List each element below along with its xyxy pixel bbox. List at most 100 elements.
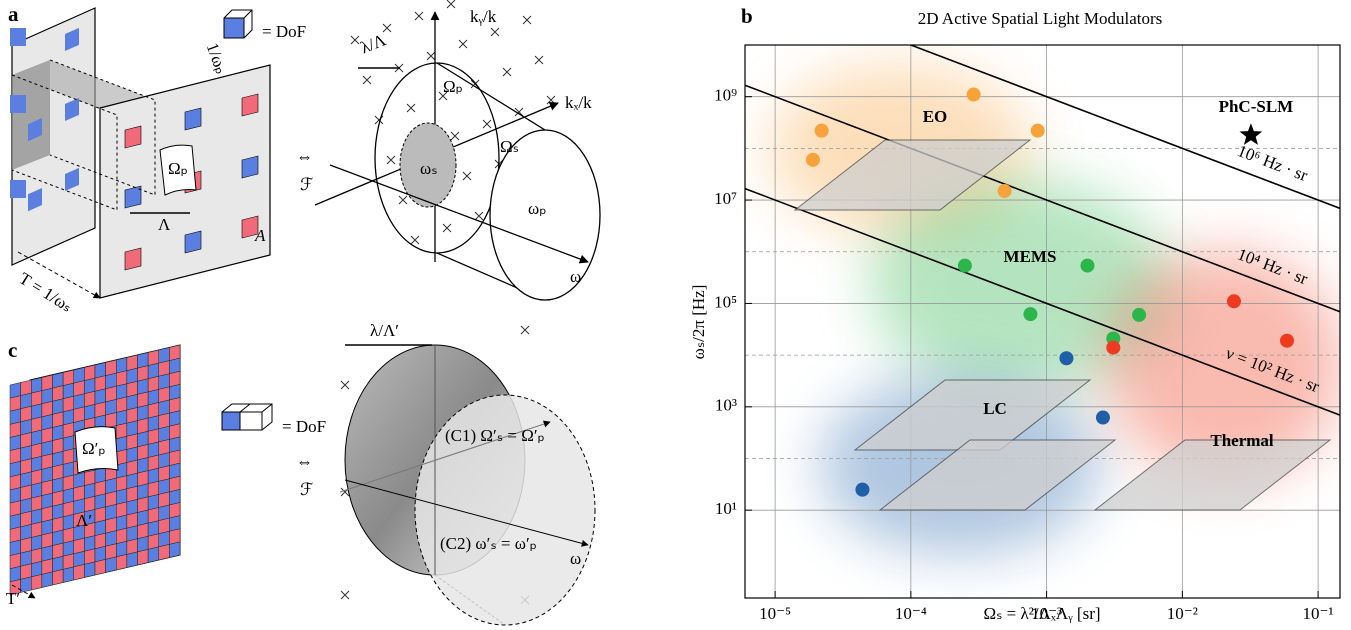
point <box>998 184 1012 198</box>
lattice-point <box>383 24 391 32</box>
fourier: ℱ <box>300 480 313 499</box>
x-tick-label: 10⁻⁵ <box>759 604 791 623</box>
star-label: PhC-SLM <box>1219 97 1294 116</box>
point <box>1280 334 1294 348</box>
chart: b 2D Active Spatial Light Modulators Ωₛ … <box>689 0 1345 623</box>
kx-label: kₓ/k <box>565 93 592 112</box>
dof-label: = DoF <box>262 22 306 41</box>
lambda: Λ′ <box>76 511 92 530</box>
lattice-point <box>503 68 511 76</box>
lattice-point <box>363 76 371 84</box>
cell <box>148 547 159 563</box>
lattice-point <box>521 326 529 334</box>
point <box>855 483 869 497</box>
lattice-point <box>475 212 483 220</box>
chart-title: 2D Active Spatial Light Modulators <box>918 9 1163 28</box>
lattice-point <box>387 156 395 164</box>
lattice-point <box>341 591 349 599</box>
omega: ω <box>570 267 581 286</box>
y-axis-label: ωₛ/2π [Hz] <box>689 285 708 360</box>
equiv: ⇔ <box>296 452 313 471</box>
panel-a: a = DoF 1/ωₚ Ωₚ Λ A T = 1/ωₛ ⇔ ℱ kᵧ/k kₓ… <box>0 0 600 316</box>
omega: ω <box>570 549 581 568</box>
spacing-label: λ/Λ <box>358 30 389 57</box>
lattice-point <box>459 40 467 48</box>
point <box>1059 351 1073 365</box>
region-label: Thermal <box>1210 431 1274 450</box>
lattice-point <box>535 56 543 64</box>
region-label: LC <box>983 399 1007 418</box>
pixel <box>242 156 258 178</box>
cell <box>116 554 127 570</box>
cell <box>63 567 74 583</box>
cell <box>159 544 170 560</box>
y-tick-label: 10³ <box>715 396 737 415</box>
cell <box>169 542 180 558</box>
y-tick-label: 10⁷ <box>714 189 737 208</box>
pixel <box>185 108 201 130</box>
fourier: ℱ <box>300 175 313 194</box>
x-tick-label: 10⁻² <box>1167 604 1198 623</box>
cell <box>53 569 64 585</box>
cell <box>84 562 95 578</box>
x-tick-label: 10⁻¹ <box>1303 604 1334 623</box>
point <box>806 153 820 167</box>
c2: (C2) ω′ₛ = ω′ₚ <box>440 534 537 553</box>
x-tick-label: 10⁻⁴ <box>895 604 927 623</box>
amplitude: A <box>254 226 266 245</box>
pixel <box>125 126 141 148</box>
ky-label: kᵧ/k <box>470 7 497 26</box>
cell <box>31 574 42 590</box>
lattice-point <box>415 12 423 20</box>
device-sketch <box>1095 440 1330 510</box>
lattice-point <box>411 236 419 244</box>
panel-label: c <box>8 338 17 362</box>
omega-p: Ωₚ <box>168 159 188 178</box>
dof-cube <box>224 18 244 38</box>
lattice-point <box>443 224 451 232</box>
cell <box>95 559 106 575</box>
dof-label: = DoF <box>282 417 326 436</box>
panel-label: a <box>8 2 19 26</box>
point <box>815 124 829 138</box>
point <box>1132 308 1146 322</box>
lattice-point <box>341 381 349 389</box>
point <box>1106 341 1120 355</box>
y-tick-label: 10⁵ <box>714 292 737 311</box>
period: T′ <box>6 589 20 608</box>
lattice-point <box>547 96 555 104</box>
period: T = 1/ωₛ <box>16 269 76 316</box>
cell <box>127 552 138 568</box>
pixel <box>10 180 26 198</box>
pixel <box>10 95 26 113</box>
cell <box>106 557 117 573</box>
point <box>1080 259 1094 273</box>
spacing-label: λ/Λ′ <box>370 321 399 340</box>
point <box>1227 294 1241 308</box>
pixel <box>242 94 258 116</box>
point <box>1023 307 1037 321</box>
lattice-point <box>523 16 531 24</box>
region-label: MEMS <box>1004 247 1057 266</box>
lambda: Λ <box>158 215 171 234</box>
y-tick-label: 10¹ <box>715 499 737 518</box>
dof-size: 1/ωₚ <box>203 40 232 76</box>
panel-c: c Ω′ₚ Λ′ T′ = DoF ⇔ ℱ λ/Λ′ (C1) Ω′ₛ = Ω′… <box>6 321 595 625</box>
lattice-point <box>491 28 499 36</box>
pixel <box>10 28 26 46</box>
lattice-point <box>483 120 491 128</box>
omega-p: Ω′ₚ <box>82 439 106 458</box>
point <box>1096 411 1110 425</box>
line-label: 10⁶ Hz · sr <box>1235 141 1311 185</box>
panel-label: b <box>741 4 753 28</box>
dof-prism <box>222 412 240 430</box>
omega-s-region-label: Ωₛ <box>500 137 519 156</box>
pixel <box>125 186 141 208</box>
lattice-point <box>451 132 459 140</box>
figure: a = DoF 1/ωₚ Ωₚ Λ A T = 1/ωₛ ⇔ ℱ kᵧ/k kₓ… <box>0 0 1351 630</box>
omega-p-region: Ωₚ <box>443 77 463 96</box>
omega-s: ωₛ <box>420 159 438 178</box>
checkerboard <box>10 345 180 595</box>
equiv: ⇔ <box>296 147 313 166</box>
cell <box>42 572 53 588</box>
